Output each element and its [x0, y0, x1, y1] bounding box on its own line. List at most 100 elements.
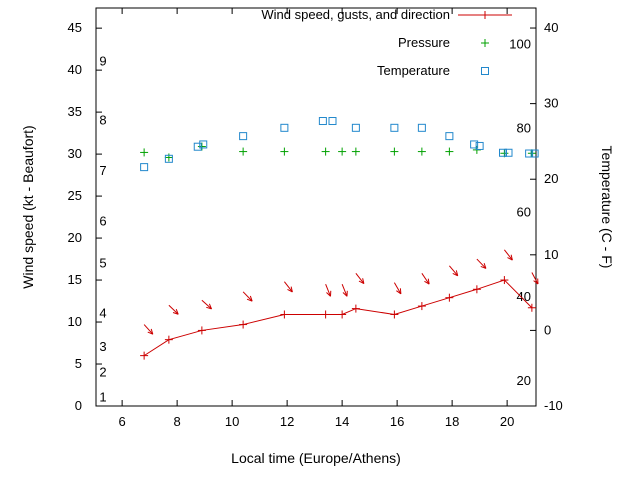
- gust-arrow: [341, 284, 348, 297]
- fahrenheit-label: 20: [517, 373, 531, 388]
- gust-arrow-head: [326, 292, 331, 297]
- gust-arrow-head: [507, 257, 513, 261]
- legend: Wind speed, gusts, and direction Pressur…: [261, 1, 450, 85]
- x-tick-label: 8: [174, 414, 181, 429]
- fahrenheit-label: 80: [517, 121, 531, 136]
- kt-tick-label: 35: [68, 104, 82, 119]
- gust-arrow: [448, 265, 459, 277]
- gust-arrow-head: [208, 303, 212, 310]
- gust-arrow-head: [480, 265, 487, 269]
- celsius-tick-label: 30: [544, 96, 558, 111]
- gust-arrow-head: [172, 312, 179, 315]
- temperature-point: [140, 163, 149, 172]
- temperature-point: [525, 149, 534, 158]
- temperature-point: [417, 123, 426, 132]
- legend-item-wind: Wind speed, gusts, and direction: [261, 7, 450, 22]
- x-tick-label: 18: [445, 414, 459, 429]
- temperature-point: [351, 123, 360, 132]
- gust-arrow: [242, 291, 253, 302]
- legend-samples: [458, 11, 512, 75]
- temperature-point: [280, 123, 289, 132]
- gust-arrow-head: [455, 270, 459, 276]
- beaufort-label: 4: [99, 306, 106, 321]
- gust-arrow-head: [246, 298, 253, 302]
- beaufort-label: 3: [99, 339, 106, 354]
- gust-arrow: [476, 258, 487, 269]
- celsius-tick-label: -10: [544, 398, 563, 413]
- temperature-series: [140, 117, 539, 172]
- gust-arrow-head: [396, 290, 402, 295]
- gust-arrow: [421, 273, 430, 285]
- temperature-point: [199, 140, 208, 149]
- celsius-tick-label: 10: [544, 247, 558, 262]
- wind-line: [143, 279, 533, 357]
- legend-item-temperature: Temperature: [377, 63, 450, 78]
- gust-arrow: [283, 281, 293, 293]
- temperature-point: [499, 148, 507, 157]
- x-tick-label: 14: [335, 414, 349, 429]
- celsius-tick-label: 0: [544, 322, 551, 337]
- kt-tick-label: 45: [68, 20, 82, 35]
- x-tick-label: 12: [280, 414, 294, 429]
- kt-tick-label: 10: [68, 314, 82, 329]
- gust-arrow-head: [150, 328, 154, 335]
- gust-arrow: [168, 304, 179, 315]
- fahrenheit-label: 40: [517, 289, 531, 304]
- temperature-point: [318, 117, 327, 126]
- gust-arrow-head: [362, 278, 365, 284]
- temperature-point: [445, 132, 454, 141]
- gust-arrow-head: [175, 308, 179, 315]
- gust-arrow: [355, 273, 365, 284]
- x-tick-label: 6: [119, 414, 126, 429]
- x-axis: 6 8 10 12 14 16 18 20: [119, 8, 514, 429]
- temperature-point: [390, 123, 399, 132]
- fahrenheit-scale: 100 80 60 40 20: [509, 37, 531, 388]
- plot-border: [95, 7, 537, 407]
- gust-arrow-head: [290, 286, 293, 293]
- celsius-tick-label: 20: [544, 171, 558, 186]
- x-tick-label: 16: [390, 414, 404, 429]
- gust-arrow-head: [249, 295, 253, 302]
- beaufort-label: 5: [99, 255, 106, 270]
- kt-tick-label: 0: [75, 398, 82, 413]
- y-axis-title-right: Temperature (C - F): [599, 145, 615, 269]
- wind-series: [140, 276, 536, 360]
- legend-item-pressure: Pressure: [397, 35, 450, 50]
- gust-arrow-head: [427, 278, 430, 285]
- temperature-point: [328, 117, 337, 126]
- gust-arrow: [503, 249, 513, 261]
- right-axis: -10 0 10 20 30 40: [530, 20, 563, 413]
- beaufort-label: 2: [99, 364, 106, 379]
- temperature-point: [164, 154, 173, 163]
- temperature-point: [239, 132, 248, 141]
- gust-arrow-head: [147, 331, 154, 335]
- legend-sample-temperature-marker: [481, 67, 489, 75]
- beaufort-label: 9: [99, 54, 106, 69]
- gust-arrow: [393, 282, 402, 295]
- gust-arrow-head: [342, 292, 348, 297]
- beaufort-label: 6: [99, 213, 106, 228]
- x-axis-title: Local time (Europe/Athens): [231, 450, 401, 466]
- temperature-point: [504, 148, 513, 157]
- kt-tick-label: 15: [68, 272, 82, 287]
- celsius-tick-label: 40: [544, 20, 558, 35]
- fahrenheit-label: 60: [517, 204, 531, 219]
- gust-series: [143, 249, 539, 335]
- kt-tick-label: 25: [68, 188, 82, 203]
- gust-arrow: [143, 324, 154, 335]
- beaufort-label: 8: [99, 113, 106, 128]
- gust-arrow-head: [510, 254, 513, 261]
- y-axis-title-left: Wind speed (kt - Beaufort): [20, 125, 36, 289]
- gust-arrow-head: [424, 280, 430, 285]
- kt-tick-label: 30: [68, 146, 82, 161]
- fahrenheit-label: 100: [509, 37, 531, 52]
- kt-tick-label: 5: [75, 356, 82, 371]
- gust-arrow: [325, 284, 331, 297]
- gust-arrow: [201, 299, 212, 310]
- left-axis: 0 5 10 15 20 25 30 35 40 45: [68, 20, 102, 413]
- gust-arrow-head: [452, 272, 458, 277]
- temperature-point: [530, 149, 539, 158]
- gust-arrow-head: [206, 306, 212, 310]
- kt-tick-label: 40: [68, 62, 82, 77]
